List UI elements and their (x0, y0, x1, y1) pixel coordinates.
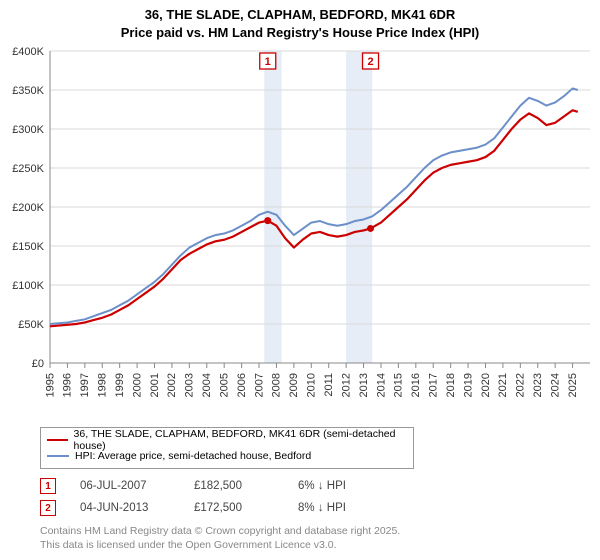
svg-text:2022: 2022 (515, 373, 527, 397)
svg-text:2013: 2013 (358, 373, 370, 397)
svg-text:2: 2 (367, 56, 373, 68)
chart-container: 36, THE SLADE, CLAPHAM, BEDFORD, MK41 6D… (0, 0, 600, 560)
svg-text:2016: 2016 (410, 373, 422, 397)
chart-area: £0 £50K £100K £150K £200K £250K £300K £350K £400… (0, 43, 600, 423)
svg-text:2003: 2003 (184, 373, 196, 397)
svg-text:2023: 2023 (532, 373, 544, 397)
svg-text:2004: 2004 (201, 373, 213, 397)
svg-text:2015: 2015 (393, 373, 405, 397)
svg-text:£250K: £250K (12, 163, 44, 175)
svg-text:2000: 2000 (131, 373, 143, 397)
legend: 36, THE SLADE, CLAPHAM, BEDFORD, MK41 6D… (40, 427, 414, 469)
svg-text:2021: 2021 (497, 373, 509, 397)
event-delta-2: 8% ↓ HPI (298, 502, 346, 514)
svg-text:2007: 2007 (253, 373, 265, 397)
svg-text:2018: 2018 (445, 373, 457, 397)
svg-text:2025: 2025 (567, 373, 579, 397)
event-delta-1: 6% ↓ HPI (298, 480, 346, 492)
svg-text:£200K: £200K (12, 202, 44, 214)
svg-text:£400K: £400K (12, 46, 44, 58)
legend-label-hpi: HPI: Average price, semi-detached house,… (75, 450, 311, 462)
event-date-2: 04-JUN-2013 (80, 502, 170, 514)
footnote-line-2: This data is licensed under the Open Gov… (40, 539, 600, 553)
svg-text:2024: 2024 (549, 373, 561, 397)
svg-text:£150K: £150K (12, 241, 44, 253)
legend-swatch-price-paid (47, 439, 68, 441)
title-line-1: 36, THE SLADE, CLAPHAM, BEDFORD, MK41 6D… (0, 6, 600, 24)
event-row-1: 1 06-JUL-2007 £182,500 6% ↓ HPI (40, 475, 600, 497)
svg-text:2020: 2020 (480, 373, 492, 397)
svg-text:2011: 2011 (323, 373, 335, 397)
svg-text:2009: 2009 (288, 373, 300, 397)
svg-text:1996: 1996 (62, 373, 74, 397)
event-marker-1: 1 (40, 478, 56, 494)
events-table: 1 06-JUL-2007 £182,500 6% ↓ HPI 2 04-JUN… (40, 475, 600, 519)
legend-label-price-paid: 36, THE SLADE, CLAPHAM, BEDFORD, MK41 6D… (74, 428, 407, 452)
svg-text:£350K: £350K (12, 85, 44, 97)
footnote: Contains HM Land Registry data © Crown c… (40, 525, 600, 552)
event-price-1: £182,500 (194, 480, 274, 492)
svg-text:2008: 2008 (271, 373, 283, 397)
legend-swatch-hpi (47, 455, 69, 457)
svg-text:£300K: £300K (12, 124, 44, 136)
line-chart-svg: £0 £50K £100K £150K £200K £250K £300K £350K £400… (0, 43, 600, 423)
svg-text:£0: £0 (32, 358, 44, 370)
event-price-2: £172,500 (194, 502, 274, 514)
footnote-line-1: Contains HM Land Registry data © Crown c… (40, 525, 600, 539)
event-date-1: 06-JUL-2007 (80, 480, 170, 492)
svg-text:2017: 2017 (428, 373, 440, 397)
legend-item-price-paid: 36, THE SLADE, CLAPHAM, BEDFORD, MK41 6D… (47, 432, 407, 448)
svg-text:2006: 2006 (236, 373, 248, 397)
svg-text:2012: 2012 (340, 373, 352, 397)
svg-text:£50K: £50K (18, 319, 44, 331)
svg-text:1: 1 (265, 56, 271, 68)
svg-text:2010: 2010 (306, 373, 318, 397)
svg-text:2019: 2019 (462, 373, 474, 397)
event-row-2: 2 04-JUN-2013 £172,500 8% ↓ HPI (40, 497, 600, 519)
svg-text:1998: 1998 (97, 373, 109, 397)
svg-text:2014: 2014 (375, 373, 387, 397)
title-block: 36, THE SLADE, CLAPHAM, BEDFORD, MK41 6D… (0, 0, 600, 43)
svg-text:1995: 1995 (44, 373, 56, 397)
svg-text:£100K: £100K (12, 280, 44, 292)
svg-text:1999: 1999 (114, 373, 126, 397)
event-marker-2: 2 (40, 500, 56, 516)
svg-text:2005: 2005 (218, 373, 230, 397)
svg-text:1997: 1997 (79, 373, 91, 397)
svg-text:2001: 2001 (149, 373, 161, 397)
svg-text:2002: 2002 (166, 373, 178, 397)
title-line-2: Price paid vs. HM Land Registry's House … (0, 24, 600, 42)
